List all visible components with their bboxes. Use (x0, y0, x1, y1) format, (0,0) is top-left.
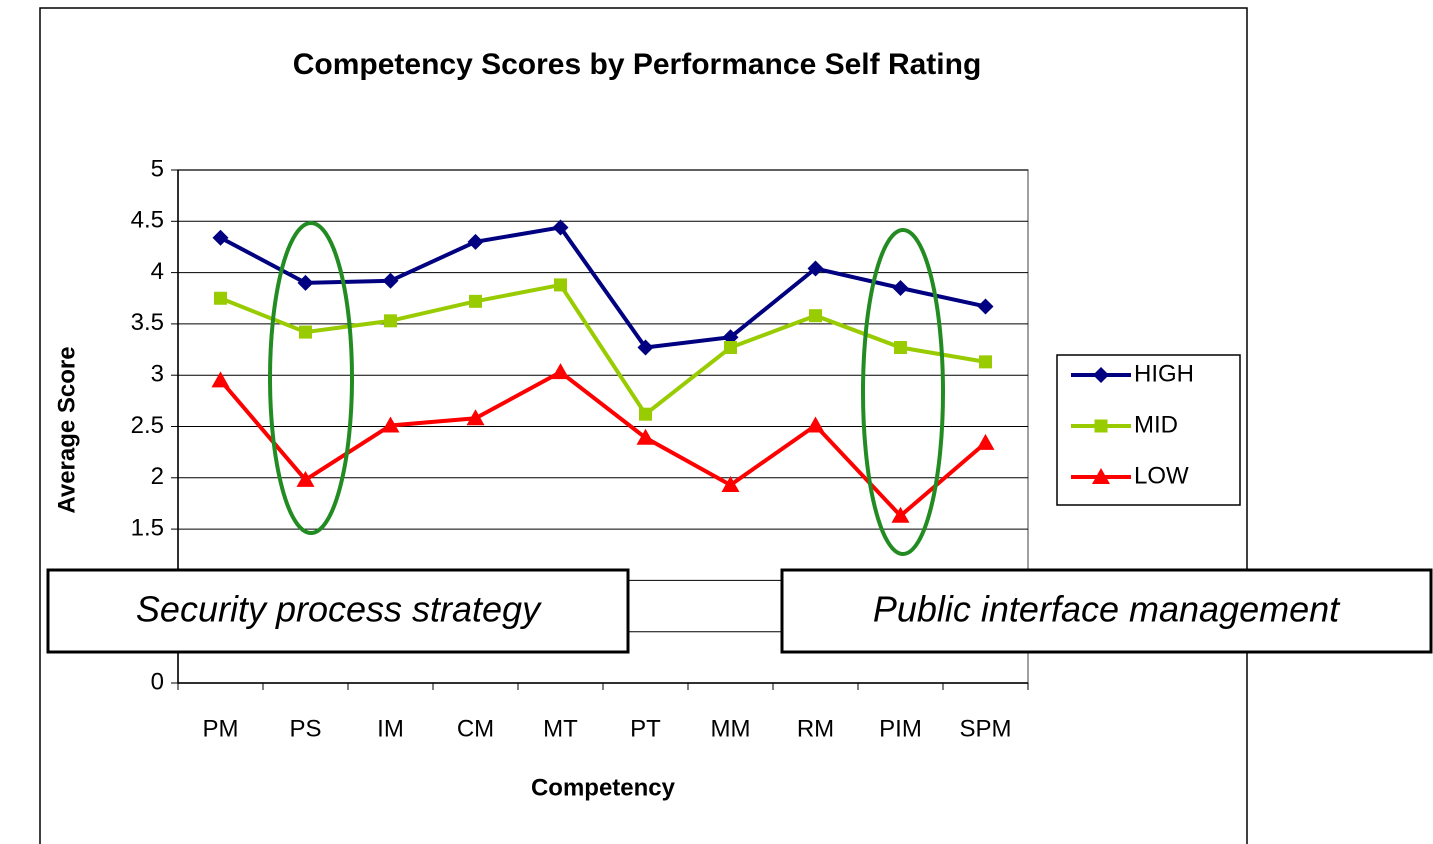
point-marker (211, 371, 230, 388)
legend-entries: HIGH MID LOW (1071, 360, 1194, 489)
legend-label: MID (1134, 411, 1178, 438)
highlight-ellipse (861, 228, 945, 556)
point-marker (552, 219, 569, 236)
point-marker (381, 416, 400, 433)
x-tick-label: SPM (959, 715, 1011, 742)
legend (1056, 354, 1241, 506)
point-marker (977, 298, 994, 315)
point-marker (297, 274, 314, 291)
y-tick-label: 3.5 (131, 309, 164, 336)
point-marker (469, 294, 482, 308)
point-marker (976, 433, 995, 450)
point-marker (554, 278, 567, 292)
point-marker (637, 339, 654, 356)
y-tick-label: 1.5 (131, 514, 164, 541)
x-tick-label: PS (289, 715, 321, 742)
point-marker (551, 363, 570, 380)
point-marker (806, 416, 825, 433)
y-tick-label: 2.5 (131, 412, 164, 439)
annotation: Public interface management (873, 589, 1341, 630)
x-tick-label: PM (203, 715, 239, 742)
point-marker (891, 506, 910, 523)
point-marker (1093, 367, 1109, 383)
x-tick-label: PIM (879, 715, 922, 742)
y-axis-title: Average Score (53, 346, 80, 513)
point-marker (299, 325, 312, 339)
point-marker (809, 309, 822, 323)
point-marker (636, 428, 655, 445)
point-marker (721, 475, 740, 492)
plot-area: 00.511.522.533.544.55PMPSIMCMMTPTMMRMPIM… (131, 155, 1029, 742)
x-tick-label: CM (457, 715, 494, 742)
point-marker (807, 260, 824, 277)
x-tick-label: MT (543, 715, 578, 742)
y-tick-label: 4 (151, 258, 164, 285)
point-marker (214, 291, 227, 305)
point-marker (979, 355, 992, 369)
legend-label: LOW (1134, 462, 1189, 489)
series-line (219, 225, 986, 350)
point-marker (892, 279, 909, 296)
y-tick-label: 2 (151, 463, 164, 490)
y-tick-label: 3 (151, 361, 164, 388)
x-tick-label: MM (711, 715, 751, 742)
y-tick-label: 0 (151, 668, 164, 695)
point-marker (1092, 468, 1110, 484)
x-tick-label: IM (377, 715, 404, 742)
chart-title: Competency Scores by Performance Self Ra… (293, 48, 982, 81)
point-marker (467, 233, 484, 250)
point-marker (724, 340, 737, 354)
point-marker (1094, 419, 1108, 433)
point-marker (639, 407, 652, 421)
x-tick-label: RM (797, 715, 834, 742)
point-marker (466, 409, 485, 426)
annotation-box (780, 568, 1433, 654)
annotation-box (46, 568, 630, 654)
y-tick-label: 5 (151, 155, 164, 182)
point-marker (296, 470, 315, 487)
point-marker (212, 229, 229, 246)
x-axis-title: Competency (531, 774, 676, 801)
legend-label: HIGH (1134, 360, 1194, 387)
highlight-ellipse (268, 221, 354, 535)
x-tick-label: PT (630, 715, 661, 742)
point-marker (382, 272, 399, 289)
annotation: Security process strategy (136, 589, 542, 630)
y-tick-label: 4.5 (131, 207, 164, 234)
point-marker (894, 340, 907, 354)
point-marker (384, 314, 397, 328)
